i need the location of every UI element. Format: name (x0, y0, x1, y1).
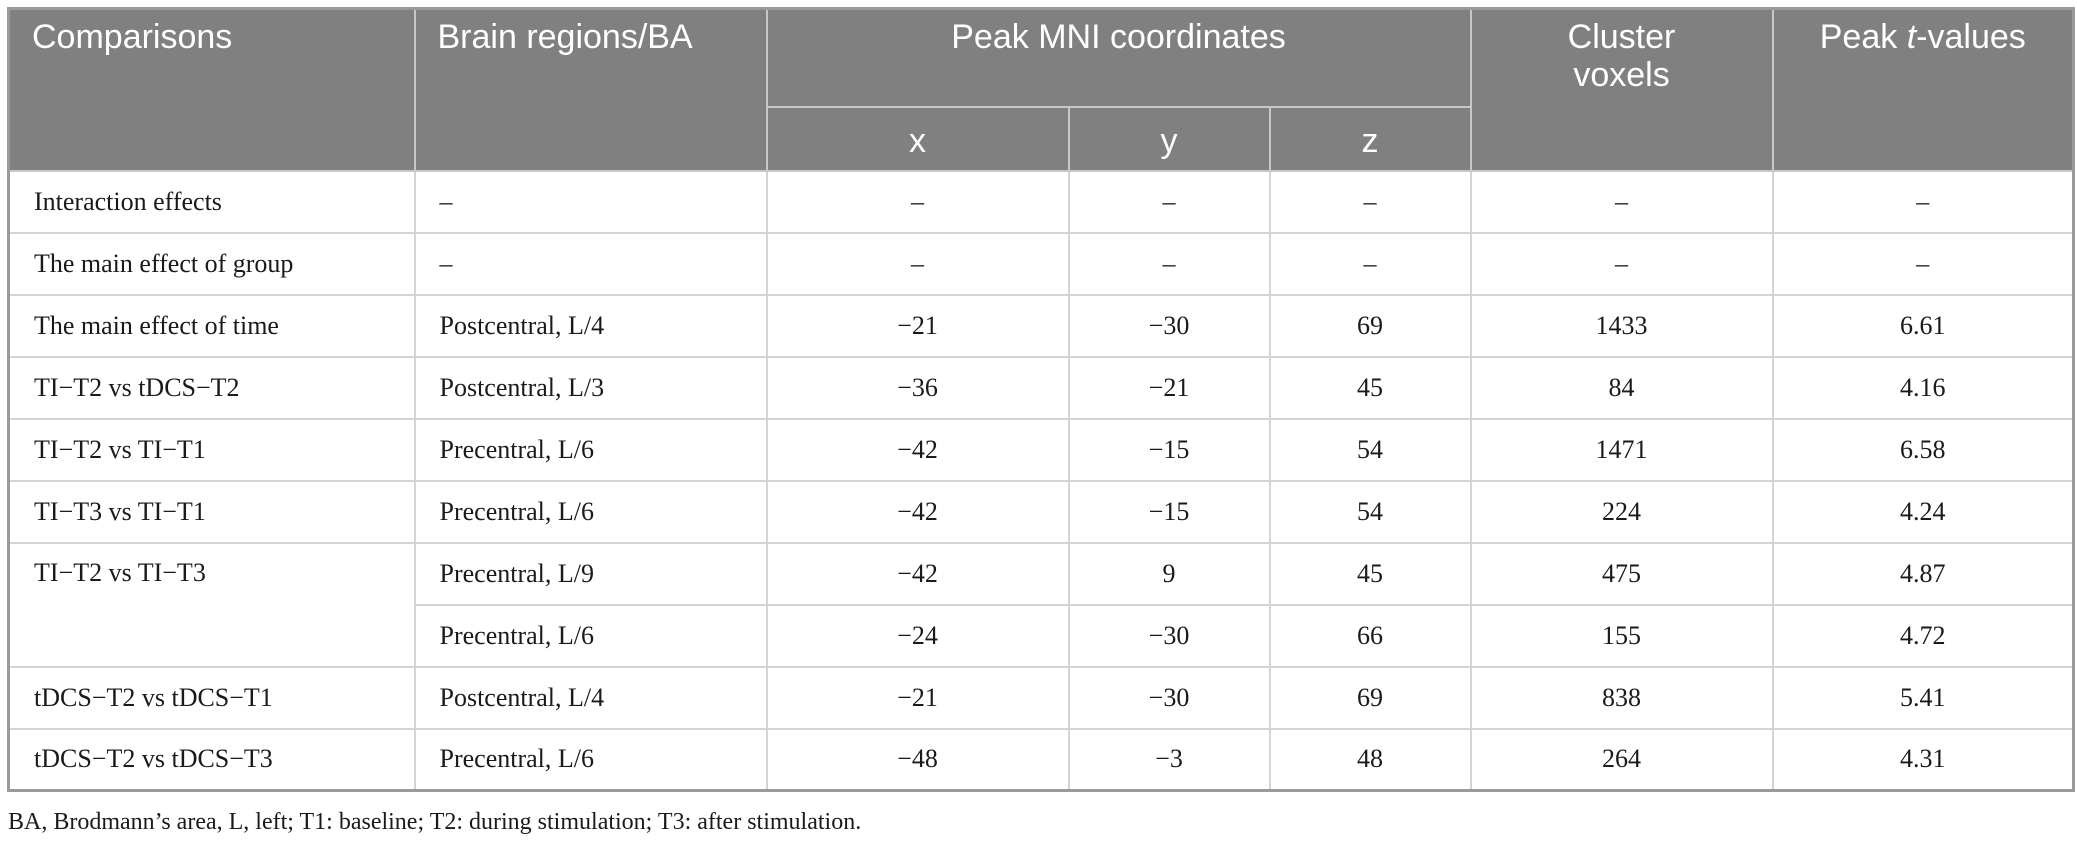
cell-region: Precentral, L/6 (413, 479, 768, 544)
cell-t: 4.72 (1771, 603, 2076, 668)
cell-x: – (765, 169, 1070, 234)
cell-region: – (413, 231, 768, 296)
header-peak-mni: Peak MNI coordinates (765, 7, 1472, 108)
cell-voxels: 155 (1469, 603, 1774, 668)
cell-region: Postcentral, L/4 (413, 665, 768, 730)
cell-voxels: 264 (1469, 727, 1774, 792)
cell-comparison: The main effect of time (7, 293, 416, 358)
header-comparisons: Comparisons (7, 7, 416, 172)
table-body: Interaction effects – – – – – – The main… (7, 169, 2076, 792)
cell-voxels: 475 (1469, 541, 1774, 606)
cell-region: Postcentral, L/3 (413, 355, 768, 420)
cell-region: – (413, 169, 768, 234)
cell-x: −36 (765, 355, 1070, 420)
cell-voxels: – (1469, 231, 1774, 296)
header-brain-regions: Brain regions/BA (413, 7, 768, 172)
cell-z: 45 (1268, 355, 1472, 420)
cell-t: – (1771, 231, 2076, 296)
cell-region: Precentral, L/6 (413, 603, 768, 668)
cell-comparison: The main effect of group (7, 231, 416, 296)
cell-z: – (1268, 169, 1472, 234)
cell-z: 69 (1268, 665, 1472, 730)
cell-x: −42 (765, 479, 1070, 544)
cell-comparison: TI−T2 vs TI−T3 (7, 541, 416, 668)
cell-z: 54 (1268, 479, 1472, 544)
cell-x: −48 (765, 727, 1070, 792)
cell-y: −21 (1067, 355, 1271, 420)
cell-y: −30 (1067, 665, 1271, 730)
cell-region: Postcentral, L/4 (413, 293, 768, 358)
cell-t: 4.16 (1771, 355, 2076, 420)
cell-y: 9 (1067, 541, 1271, 606)
cell-comparison: TI−T3 vs TI−T1 (7, 479, 416, 544)
cell-y: −15 (1067, 417, 1271, 482)
cell-y: −3 (1067, 727, 1271, 792)
header-peak-t-prefix: Peak (1819, 18, 1907, 56)
cell-region: Precentral, L/6 (413, 727, 768, 792)
cell-voxels: – (1469, 169, 1774, 234)
table-row: TI−T2 vs tDCS−T2 Postcentral, L/3 −36 −2… (7, 355, 2076, 420)
cell-voxels: 84 (1469, 355, 1774, 420)
cell-z: 48 (1268, 727, 1472, 792)
table-footnote: BA, Brodmann’s area, L, left; T1: baseli… (8, 809, 862, 835)
cell-z: 45 (1268, 541, 1472, 606)
header-z: z (1268, 105, 1472, 172)
cell-t: 5.41 (1771, 665, 2076, 730)
cell-comparison: TI−T2 vs TI−T1 (7, 417, 416, 482)
cell-z: 54 (1268, 417, 1472, 482)
header-cluster-voxels-line1: Cluster (1567, 18, 1676, 56)
cell-voxels: 1471 (1469, 417, 1774, 482)
header-peak-t-italic: t (1906, 18, 1917, 56)
header-x: x (765, 105, 1070, 172)
header-cluster-voxels: Cluster voxels (1469, 7, 1774, 172)
cell-t: 4.31 (1771, 727, 2076, 792)
table-row: tDCS−T2 vs tDCS−T3 Precentral, L/6 −48 −… (7, 727, 2076, 792)
header-cluster-voxels-line2: voxels (1573, 56, 1670, 94)
cell-t: 4.87 (1771, 541, 2076, 606)
table-header: Comparisons Brain regions/BA Peak MNI co… (7, 7, 2076, 172)
cell-x: −42 (765, 417, 1070, 482)
cell-voxels: 224 (1469, 479, 1774, 544)
cell-t: 6.61 (1771, 293, 2076, 358)
cell-region: Precentral, L/6 (413, 417, 768, 482)
header-y: y (1067, 105, 1271, 172)
cell-y: −30 (1067, 603, 1271, 668)
cell-comparison: tDCS−T2 vs tDCS−T1 (7, 665, 416, 730)
header-peak-t-values: Peak t-values (1771, 7, 2076, 172)
cell-comparison: Interaction effects (7, 169, 416, 234)
cell-region: Precentral, L/9 (413, 541, 768, 606)
cell-z: 69 (1268, 293, 1472, 358)
cell-comparison: TI−T2 vs tDCS−T2 (7, 355, 416, 420)
cell-x: −24 (765, 603, 1070, 668)
cell-t: 6.58 (1771, 417, 2076, 482)
cell-z: – (1268, 231, 1472, 296)
cell-voxels: 838 (1469, 665, 1774, 730)
table-row: TI−T3 vs TI−T1 Precentral, L/6 −42 −15 5… (7, 479, 2076, 544)
header-peak-t-suffix: -values (1916, 18, 2026, 56)
cell-y: – (1067, 231, 1271, 296)
table-row: Interaction effects – – – – – – (7, 169, 2076, 234)
cell-y: −30 (1067, 293, 1271, 358)
cell-x: – (765, 231, 1070, 296)
cell-y: −15 (1067, 479, 1271, 544)
cell-t: – (1771, 169, 2076, 234)
table-row: tDCS−T2 vs tDCS−T1 Postcentral, L/4 −21 … (7, 665, 2076, 730)
results-table: Comparisons Brain regions/BA Peak MNI co… (7, 7, 2076, 792)
cell-voxels: 1433 (1469, 293, 1774, 358)
results-table-container: Comparisons Brain regions/BA Peak MNI co… (7, 7, 2076, 792)
table-row: The main effect of time Postcentral, L/4… (7, 293, 2076, 358)
table-row: TI−T2 vs TI−T3 Precentral, L/9 −42 9 45 … (7, 541, 2076, 668)
cell-y: – (1067, 169, 1271, 234)
table-row: Precentral, L/6 −24 −30 66 155 4.72 (9, 603, 2076, 668)
cell-x: −21 (765, 665, 1070, 730)
cell-t: 4.24 (1771, 479, 2076, 544)
cell-z: 66 (1268, 603, 1472, 668)
table-row: The main effect of group – – – – – – (7, 231, 2076, 296)
table-row: TI−T2 vs TI−T1 Precentral, L/6 −42 −15 5… (7, 417, 2076, 482)
cell-x: −42 (765, 541, 1070, 606)
cell-comparison: tDCS−T2 vs tDCS−T3 (7, 727, 416, 792)
cell-x: −21 (765, 293, 1070, 358)
